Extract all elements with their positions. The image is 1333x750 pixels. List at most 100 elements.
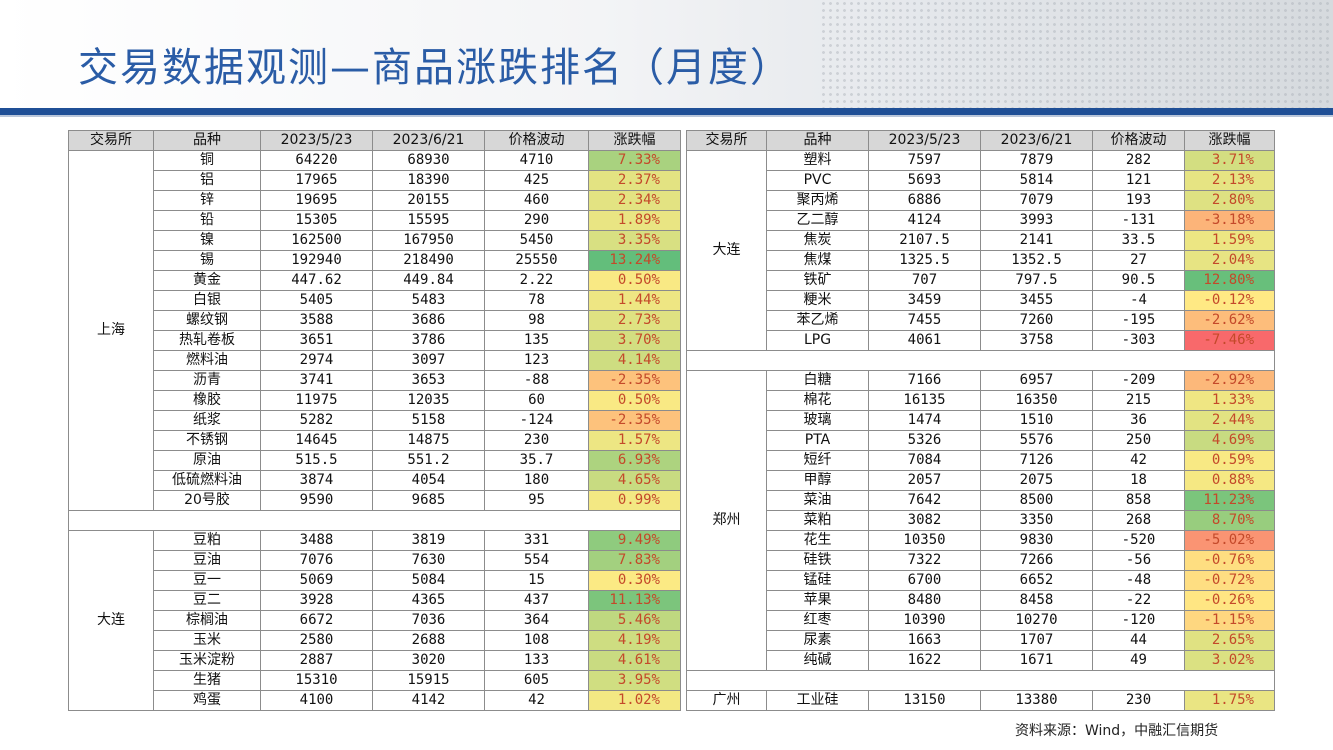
price-change-cell: 425: [484, 170, 589, 191]
pct-change-cell: 4.69%: [1184, 430, 1275, 451]
price-end-cell: 10270: [980, 610, 1093, 631]
table-row: 大连 豆粕 3488 3819 331 9.49%: [68, 530, 681, 711]
price-start-cell: 5282: [260, 410, 373, 431]
price-start-cell: 7642: [868, 490, 981, 511]
price-change-cell: 364: [484, 610, 589, 631]
variety-cell: 锰硅: [766, 570, 869, 591]
pct-change-cell: 2.04%: [1184, 250, 1275, 271]
table-row: 菜油 7642 8500 858 11.23%: [687, 490, 1275, 511]
price-start-cell: 447.62: [260, 270, 373, 291]
price-end-cell: 68930: [372, 150, 485, 171]
pct-change-cell: -2.92%: [1184, 370, 1275, 391]
price-change-cell: -195: [1092, 310, 1185, 331]
header-price-change: 价格波动: [484, 130, 589, 151]
price-end-cell: 9830: [980, 530, 1093, 551]
price-change-cell: 250: [1092, 430, 1185, 451]
price-start-cell: 7322: [868, 550, 981, 571]
table-row: 鸡蛋 4100 4142 42 1.02%: [69, 690, 681, 711]
variety-cell: 低硫燃料油: [153, 470, 261, 491]
header-background: [0, 0, 1333, 108]
price-change-cell: 5450: [484, 230, 589, 251]
price-end-cell: 13380: [980, 690, 1093, 711]
price-end-cell: 449.84: [372, 270, 485, 291]
table-row: 豆一 5069 5084 15 0.30%: [69, 570, 681, 591]
price-change-cell: -22: [1092, 590, 1185, 611]
exchange-cell: 大连: [68, 530, 154, 711]
pct-change-cell: 1.44%: [588, 290, 681, 311]
variety-cell: 焦炭: [766, 230, 869, 251]
price-change-cell: -303: [1092, 330, 1185, 351]
table-row: 沥青 3741 3653 -88 -2.35%: [69, 370, 681, 391]
table-row: 棉花 16135 16350 215 1.33%: [687, 390, 1275, 411]
price-start-cell: 2974: [260, 350, 373, 371]
price-start-cell: 3082: [868, 510, 981, 531]
price-start-cell: 6672: [260, 610, 373, 631]
price-end-cell: 7630: [372, 550, 485, 571]
price-start-cell: 7076: [260, 550, 373, 571]
table-row: 棕榈油 6672 7036 364 5.46%: [69, 610, 681, 631]
variety-cell: 橡胶: [153, 390, 261, 411]
variety-cell: 菜粕: [766, 510, 869, 531]
price-change-cell: 2.22: [484, 270, 589, 291]
variety-cell: 原油: [153, 450, 261, 471]
variety-cell: 乙二醇: [766, 210, 869, 231]
price-end-cell: 5814: [980, 170, 1093, 191]
price-change-cell: -88: [484, 370, 589, 391]
price-end-cell: 5483: [372, 290, 485, 311]
variety-cell: 白银: [153, 290, 261, 311]
pct-change-cell: 4.14%: [588, 350, 681, 371]
price-change-cell: 44: [1092, 630, 1185, 651]
price-end-cell: 1510: [980, 410, 1093, 431]
variety-cell: 螺纹钢: [153, 310, 261, 331]
price-change-cell: -131: [1092, 210, 1185, 231]
table-row: 广州 工业硅 13150 13380 230 1.75%: [686, 690, 1275, 711]
price-change-cell: -120: [1092, 610, 1185, 631]
price-end-cell: 7266: [980, 550, 1093, 571]
price-change-cell: 90.5: [1092, 270, 1185, 291]
variety-cell: 锡: [153, 250, 261, 271]
pct-change-cell: 1.59%: [1184, 230, 1275, 251]
pct-change-cell: -0.12%: [1184, 290, 1275, 311]
price-start-cell: 4061: [868, 330, 981, 351]
variety-cell: 苯乙烯: [766, 310, 869, 331]
price-end-cell: 5084: [372, 570, 485, 591]
table-row: 花生 10350 9830 -520 -5.02%: [687, 530, 1275, 551]
pct-change-cell: 4.65%: [588, 470, 681, 491]
pct-change-cell: 3.35%: [588, 230, 681, 251]
price-start-cell: 5405: [260, 290, 373, 311]
variety-cell: 热轧卷板: [153, 330, 261, 351]
page-title: 交易数据观测—商品涨跌排名（月度）: [78, 45, 792, 91]
price-end-cell: 3455: [980, 290, 1093, 311]
price-end-cell: 1707: [980, 630, 1093, 651]
table-row: 甲醇 2057 2075 18 0.88%: [687, 470, 1275, 491]
table-header-row: 交易所 品种 2023/5/23 2023/6/21 价格波动 涨跌幅: [68, 130, 681, 151]
variety-cell: 豆二: [153, 590, 261, 611]
table-row: 原油 515.5 551.2 35.7 6.93%: [69, 450, 681, 471]
price-start-cell: 6886: [868, 190, 981, 211]
price-start-cell: 64220: [260, 150, 373, 171]
price-start-cell: 7084: [868, 450, 981, 471]
variety-cell: 铁矿: [766, 270, 869, 291]
pct-change-cell: 5.46%: [588, 610, 681, 631]
header-variety: 品种: [153, 130, 261, 151]
price-change-cell: 193: [1092, 190, 1185, 211]
price-start-cell: 5069: [260, 570, 373, 591]
price-start-cell: 4100: [260, 690, 373, 711]
table-row: 螺纹钢 3588 3686 98 2.73%: [69, 310, 681, 331]
price-end-cell: 8458: [980, 590, 1093, 611]
price-change-cell: 36: [1092, 410, 1185, 431]
price-end-cell: 6652: [980, 570, 1093, 591]
price-end-cell: 7260: [980, 310, 1093, 331]
table-row: 铝 17965 18390 425 2.37%: [69, 170, 681, 191]
variety-cell: 鸡蛋: [153, 690, 261, 711]
variety-cell: 工业硅: [766, 690, 869, 711]
pct-change-cell: -3.18%: [1184, 210, 1275, 231]
price-change-cell: 121: [1092, 170, 1185, 191]
price-change-cell: 437: [484, 590, 589, 611]
variety-cell: 燃料油: [153, 350, 261, 371]
price-end-cell: 2075: [980, 470, 1093, 491]
table-row: 豆二 3928 4365 437 11.13%: [69, 590, 681, 611]
table-header-row: 交易所 品种 2023/5/23 2023/6/21 价格波动 涨跌幅: [686, 130, 1275, 151]
price-start-cell: 5326: [868, 430, 981, 451]
price-start-cell: 3874: [260, 470, 373, 491]
